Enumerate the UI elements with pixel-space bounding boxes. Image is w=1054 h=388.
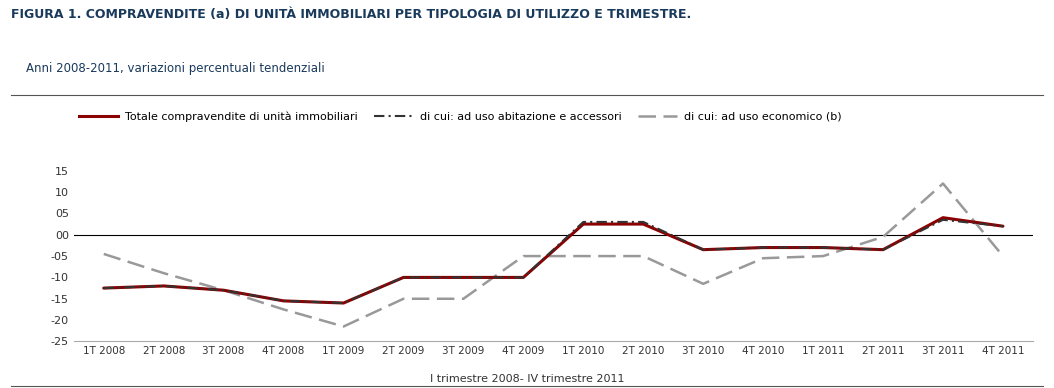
Text: Anni 2008-2011, variazioni percentuali tendenziali: Anni 2008-2011, variazioni percentuali t… bbox=[11, 62, 325, 75]
Text: FIGURA 1. COMPRAVENDITE (a) DI UNITÀ IMMOBILIARI PER TIPOLOGIA DI UTILIZZO E TRI: FIGURA 1. COMPRAVENDITE (a) DI UNITÀ IMM… bbox=[11, 8, 690, 21]
Text: I trimestre 2008- IV trimestre 2011: I trimestre 2008- IV trimestre 2011 bbox=[430, 374, 624, 384]
Legend: Totale compravendite di unità immobiliari, di cui: ad uso abitazione e accessori: Totale compravendite di unità immobiliar… bbox=[79, 111, 841, 122]
